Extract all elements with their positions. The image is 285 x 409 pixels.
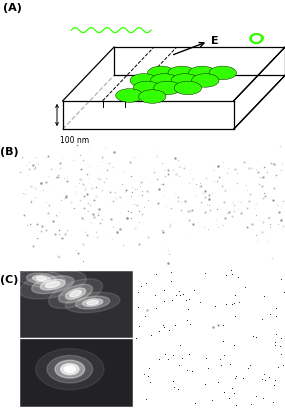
Bar — [246, 341, 261, 366]
Circle shape — [116, 90, 143, 103]
Ellipse shape — [18, 270, 65, 288]
Circle shape — [36, 349, 104, 390]
Circle shape — [47, 355, 93, 383]
Ellipse shape — [40, 280, 65, 290]
Circle shape — [150, 74, 178, 88]
Ellipse shape — [32, 276, 74, 294]
Ellipse shape — [66, 288, 86, 299]
Bar — [140, 292, 157, 322]
Ellipse shape — [76, 297, 110, 309]
Circle shape — [168, 67, 196, 81]
Ellipse shape — [70, 291, 81, 297]
Text: (A): (A) — [3, 3, 22, 13]
Ellipse shape — [65, 292, 120, 313]
Text: E: E — [211, 36, 219, 46]
Circle shape — [148, 67, 175, 81]
Circle shape — [189, 67, 216, 81]
Ellipse shape — [32, 276, 50, 282]
Text: (C): (C) — [0, 274, 18, 284]
Circle shape — [174, 82, 201, 95]
Ellipse shape — [46, 282, 60, 288]
Text: 20 μm: 20 μm — [239, 141, 262, 147]
Ellipse shape — [82, 299, 103, 307]
Ellipse shape — [27, 274, 56, 284]
Text: 100 nm: 100 nm — [60, 135, 89, 144]
Circle shape — [133, 82, 160, 95]
Circle shape — [192, 74, 219, 88]
Circle shape — [171, 74, 198, 88]
Circle shape — [139, 90, 166, 104]
Text: (B): (B) — [0, 147, 19, 157]
Circle shape — [130, 74, 157, 88]
Ellipse shape — [87, 301, 99, 305]
Circle shape — [64, 366, 76, 373]
Circle shape — [66, 367, 73, 371]
Text: 20 μm: 20 μm — [239, 268, 262, 274]
Circle shape — [154, 82, 181, 95]
Circle shape — [209, 67, 237, 81]
Ellipse shape — [36, 277, 46, 281]
Circle shape — [61, 364, 79, 375]
Circle shape — [55, 360, 85, 378]
Ellipse shape — [19, 271, 86, 299]
Ellipse shape — [58, 285, 93, 303]
Ellipse shape — [48, 279, 103, 309]
